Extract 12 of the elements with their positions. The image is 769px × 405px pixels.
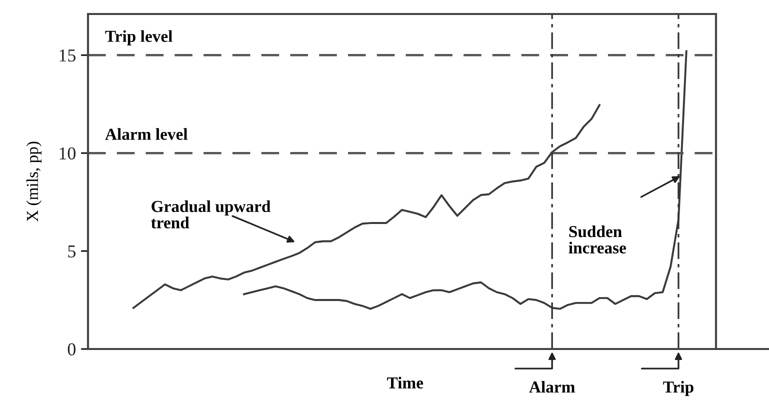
y-tick-label: 0 — [68, 343, 76, 356]
ref-line-label: Alarm level — [105, 128, 188, 140]
annotation: Gradual upward trend — [151, 200, 271, 228]
ref-line-label: Trip level — [105, 30, 172, 46]
y-tick-label: 15 — [60, 49, 76, 62]
annotation: Sudden increase — [568, 225, 626, 254]
x-tick-label: Trip — [663, 380, 694, 396]
x-axis-title: Time — [387, 376, 424, 389]
y-axis-title: X (mils, pp) — [26, 142, 42, 222]
y-tick-label: 10 — [60, 147, 76, 160]
y-tick-label: 5 — [68, 245, 76, 258]
x-tick-label: Alarm — [529, 380, 575, 393]
